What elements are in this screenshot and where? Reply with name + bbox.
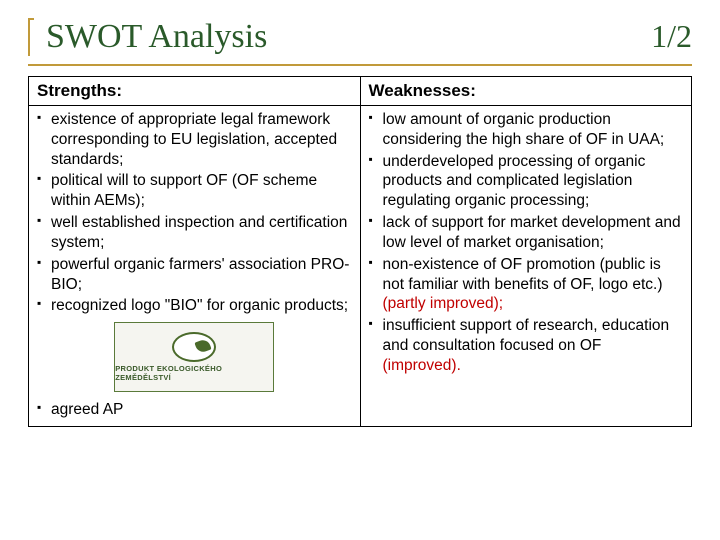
list-item: agreed AP bbox=[37, 400, 352, 420]
item-note: (improved). bbox=[383, 357, 461, 374]
title-row: SWOT Analysis 1/2 bbox=[28, 18, 692, 66]
list-item: insufficient support of research, educat… bbox=[369, 316, 684, 375]
weaknesses-list: low amount of organic production conside… bbox=[369, 110, 684, 376]
bio-logo-caption: PRODUKT EKOLOGICKÉHO ZEMĚDĚLSTVÍ bbox=[115, 364, 273, 382]
list-item: well established inspection and certific… bbox=[37, 213, 352, 253]
item-text: non-existence of OF promotion (public is… bbox=[383, 256, 663, 293]
list-item: lack of support for market development a… bbox=[369, 213, 684, 253]
list-item: political will to support OF (OF scheme … bbox=[37, 171, 352, 211]
list-item: existence of appropriate legal framework… bbox=[37, 110, 352, 169]
strengths-list-2: agreed AP bbox=[37, 400, 352, 420]
list-item: low amount of organic production conside… bbox=[369, 110, 684, 150]
swot-table: Strengths: Weaknesses: existence of appr… bbox=[28, 76, 692, 427]
list-item: recognized logo "BIO" for organic produc… bbox=[37, 296, 352, 316]
page-title: SWOT Analysis bbox=[32, 18, 267, 56]
item-text: underdeveloped processing of organic pro… bbox=[383, 153, 646, 210]
item-note: (partly improved); bbox=[383, 295, 504, 312]
bio-logo: PRODUKT EKOLOGICKÉHO ZEMĚDĚLSTVÍ bbox=[114, 322, 274, 392]
item-text: low amount of organic production conside… bbox=[383, 111, 665, 148]
weaknesses-header: Weaknesses: bbox=[360, 77, 692, 106]
list-item: powerful organic farmers' association PR… bbox=[37, 255, 352, 295]
bio-logo-wrap: PRODUKT EKOLOGICKÉHO ZEMĚDĚLSTVÍ bbox=[37, 322, 352, 392]
page-number: 1/2 bbox=[651, 18, 692, 55]
strengths-list: existence of appropriate legal framework… bbox=[37, 110, 352, 316]
title-accent bbox=[28, 18, 34, 56]
list-item: underdeveloped processing of organic pro… bbox=[369, 152, 684, 211]
item-text: lack of support for market development a… bbox=[383, 214, 681, 251]
strengths-header: Strengths: bbox=[29, 77, 361, 106]
list-item: non-existence of OF promotion (public is… bbox=[369, 255, 684, 314]
weaknesses-cell: low amount of organic production conside… bbox=[360, 106, 692, 427]
strengths-cell: existence of appropriate legal framework… bbox=[29, 106, 361, 427]
item-text: insufficient support of research, educat… bbox=[383, 317, 670, 354]
bio-logo-icon bbox=[172, 332, 216, 362]
